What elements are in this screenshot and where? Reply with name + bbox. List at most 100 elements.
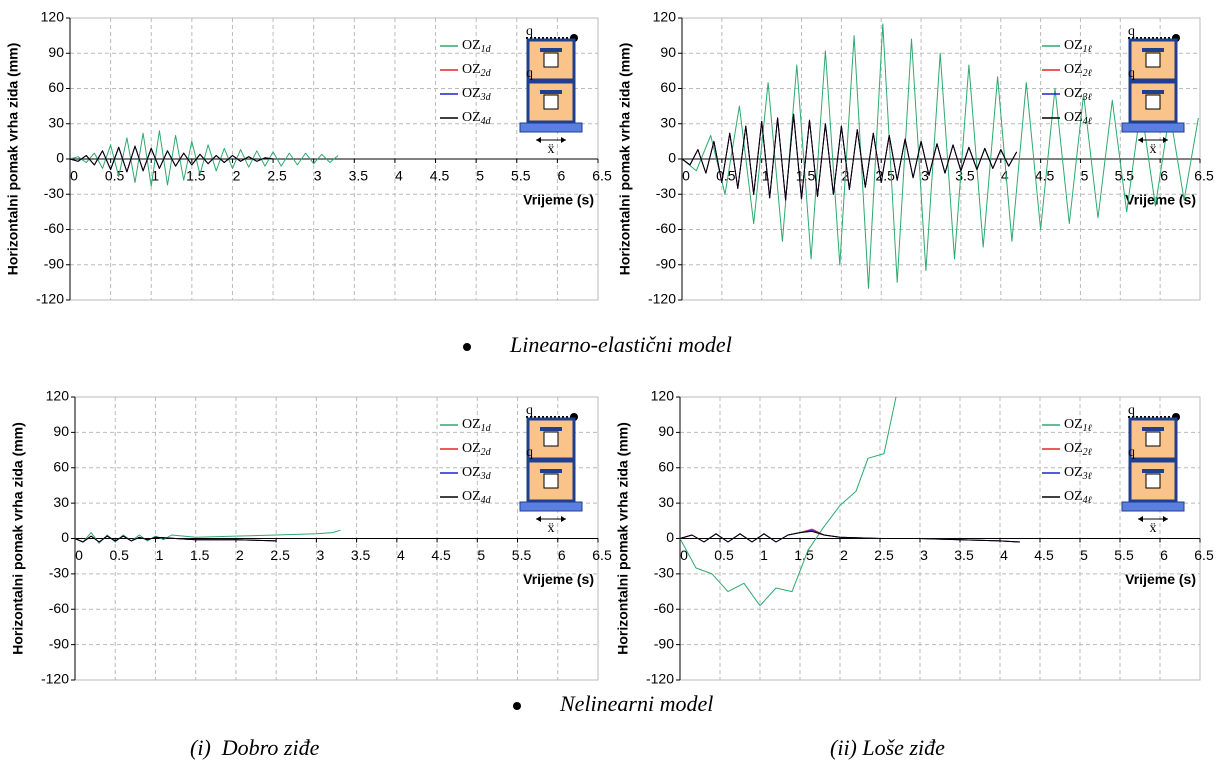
- x-tick-label: 1: [151, 168, 159, 184]
- icon-label: ẍ: [548, 142, 555, 157]
- icon-lintel: [1142, 48, 1164, 52]
- x-axis-label: Vrijeme (s): [523, 571, 594, 587]
- icon-label: q: [1128, 445, 1135, 460]
- y-tick-label: -90: [654, 635, 674, 651]
- y-tick-label: 120: [653, 9, 677, 25]
- x-tick-label: 1: [762, 168, 770, 184]
- x-tick-label: 3.5: [349, 168, 369, 184]
- x-tick-label: 6: [558, 547, 566, 563]
- icon-base: [519, 501, 583, 512]
- x-axis-label: Vrijeme (s): [1125, 571, 1196, 587]
- x-tick-label: 3: [921, 168, 929, 184]
- y-tick-label: 120: [651, 388, 675, 404]
- x-axis-label: Vrijeme (s): [523, 192, 594, 208]
- y-tick-label: -30: [656, 185, 676, 201]
- x-tick-label: 3.5: [955, 168, 975, 184]
- icon-label: ẍ: [1150, 142, 1157, 157]
- x-tick-label: 5: [1081, 168, 1089, 184]
- legend-label: OZ2ℓ: [1064, 62, 1092, 79]
- icon-window: [543, 431, 559, 447]
- y-tick-label: -90: [656, 255, 676, 271]
- y-tick-label: -90: [49, 635, 69, 651]
- series-line: [74, 535, 277, 543]
- x-tick-label: 3: [920, 547, 928, 563]
- y-tick-label: 60: [53, 458, 69, 474]
- x-tick-label: 6.5: [1194, 547, 1214, 563]
- y-tick-label: 30: [658, 494, 674, 510]
- legend-label: OZ4d: [462, 489, 492, 506]
- icon-window: [1145, 473, 1161, 489]
- icon-base: [1121, 501, 1185, 512]
- y-tick-label: 0: [666, 529, 674, 545]
- x-tick-label: 3: [316, 547, 324, 563]
- section-label: Nelinearni model: [559, 691, 713, 716]
- y-tick-label: -120: [41, 671, 69, 687]
- icon-label: q: [1128, 66, 1135, 81]
- y-tick-label: 30: [48, 114, 64, 130]
- y-tick-label: 90: [48, 44, 64, 60]
- x-tick-label: 5.5: [511, 168, 531, 184]
- x-tick-label: 0.5: [109, 547, 129, 563]
- y-tick-label: 90: [660, 44, 676, 60]
- x-tick-label: 1.5: [796, 168, 816, 184]
- legend-label: OZ1ℓ: [1064, 417, 1092, 434]
- icon-label: q: [1128, 24, 1135, 39]
- y-tick-label: -60: [44, 220, 64, 236]
- icon-window: [1145, 52, 1161, 68]
- legend-label: OZ3d: [462, 86, 492, 103]
- x-tick-label: 2.5: [267, 168, 287, 184]
- x-tick-label: 2: [236, 547, 244, 563]
- y-tick-label: -30: [654, 565, 674, 581]
- x-tick-label: 5.5: [1114, 547, 1134, 563]
- legend-label: OZ4d: [462, 110, 492, 127]
- icon-lintel: [540, 90, 562, 94]
- bullet: [513, 702, 521, 710]
- icon-label: ẍ: [548, 521, 555, 536]
- icon-label: q: [526, 445, 533, 460]
- x-tick-label: 1.5: [794, 547, 814, 563]
- column-label: (i) Dobro ziđe: [190, 735, 320, 760]
- y-tick-label: 90: [53, 423, 69, 439]
- x-tick-label: 0: [75, 547, 83, 563]
- legend-label: OZ1d: [462, 38, 492, 55]
- legend-label: OZ2d: [462, 441, 492, 458]
- icon-lintel: [540, 48, 562, 52]
- x-tick-label: 0: [682, 168, 690, 184]
- icon-label: q: [1128, 403, 1135, 418]
- y-axis-label: Horizontalni pomak vrha zida (mm): [10, 422, 26, 655]
- x-tick-label: 0.5: [105, 168, 125, 184]
- icon-window: [1145, 94, 1161, 110]
- y-axis-label: Horizontalni pomak vrha zida (mm): [615, 422, 631, 655]
- x-tick-label: 5: [477, 547, 485, 563]
- y-axis-label: Horizontalni pomak vrha zida (mm): [617, 43, 633, 276]
- series-line: [74, 529, 341, 544]
- icon-lintel: [1142, 90, 1164, 94]
- x-tick-label: 2.5: [270, 547, 290, 563]
- x-tick-label: 5.5: [512, 547, 532, 563]
- y-tick-label: -60: [654, 600, 674, 616]
- x-tick-label: 5: [1080, 547, 1088, 563]
- x-tick-label: 3.5: [351, 547, 371, 563]
- y-tick-label: -60: [656, 220, 676, 236]
- y-tick-label: -30: [44, 185, 64, 201]
- structure-icon: q q ẍ: [1121, 24, 1185, 157]
- x-tick-label: 4: [395, 168, 403, 184]
- x-tick-label: 2.5: [874, 547, 894, 563]
- y-tick-label: 0: [61, 529, 69, 545]
- x-tick-label: 4: [1001, 168, 1009, 184]
- icon-lintel: [1142, 469, 1164, 473]
- legend-label: OZ3ℓ: [1064, 465, 1092, 482]
- series-line: [681, 113, 1018, 201]
- legend-label: OZ1ℓ: [1064, 38, 1092, 55]
- x-tick-label: 1.5: [186, 168, 206, 184]
- y-tick-label: -120: [648, 291, 676, 307]
- icon-base: [1121, 122, 1185, 133]
- x-tick-label: 4.5: [1034, 547, 1054, 563]
- series-line: [679, 396, 897, 607]
- x-tick-label: 1: [760, 547, 768, 563]
- legend-label: OZ2ℓ: [1064, 441, 1092, 458]
- y-tick-label: 60: [658, 458, 674, 474]
- x-tick-label: 1: [156, 547, 164, 563]
